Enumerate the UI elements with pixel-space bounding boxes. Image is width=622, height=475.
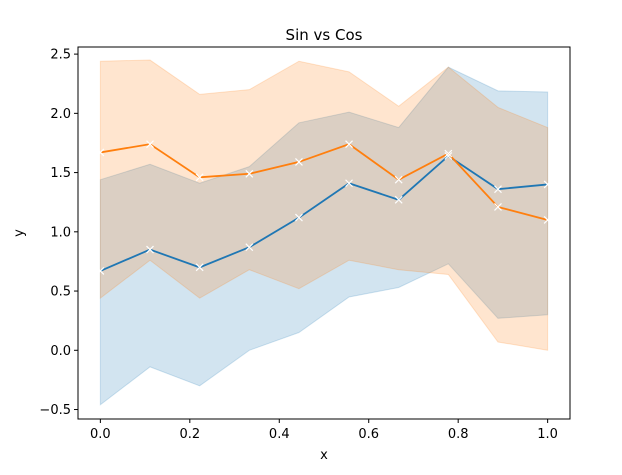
data-point-marker [345, 140, 353, 149]
x-axis-ticks: 0.0 0.2 0.4 0.6 0.8 1.0 [90, 419, 558, 442]
data-point-marker [543, 216, 552, 224]
y-tick-label: 2.5 [50, 48, 71, 63]
data-point-marker [444, 149, 453, 158]
data-point-marker [543, 180, 552, 189]
data-point-marker [195, 173, 204, 182]
y-axis-title: y [12, 229, 27, 237]
axes-frame [77, 46, 571, 420]
series-lines [100, 143, 548, 272]
y-tick-label: 1.5 [50, 166, 71, 181]
chart-title: Sin vs Cos [286, 26, 363, 44]
data-point-marker [444, 152, 453, 160]
data-point-marker [295, 213, 303, 222]
series-line-1 [100, 143, 548, 221]
data-point-marker [494, 203, 502, 211]
data-point-marker [494, 185, 502, 194]
x-tick-label: 1.0 [537, 427, 558, 442]
y-tick-label: 1.0 [50, 225, 71, 240]
y-tick-label: 0.0 [50, 344, 71, 359]
data-point-marker [195, 263, 204, 272]
data-point-marker [146, 245, 154, 254]
x-tick-label: 0.2 [179, 427, 200, 442]
x-tick-label: 0.6 [358, 427, 379, 442]
x-tick-label: 0.8 [448, 427, 469, 442]
data-point-marker [96, 266, 105, 275]
x-axis-title: x [320, 448, 328, 463]
data-point-marker [245, 243, 254, 252]
y-axis-ticks: −0.5 0.0 0.5 1.0 1.5 2.0 2.5 [39, 48, 78, 418]
data-point-marker [394, 195, 403, 204]
series-markers [96, 140, 552, 275]
y-tick-label: 0.5 [50, 285, 71, 300]
x-tick-label: 0.0 [90, 427, 111, 442]
data-point-marker [96, 148, 105, 157]
confidence-band-1 [99, 59, 549, 351]
data-point-marker [146, 140, 154, 149]
x-tick-label: 0.4 [269, 427, 290, 442]
data-point-marker [345, 179, 353, 188]
data-point-marker [394, 175, 403, 184]
data-point-marker [245, 169, 254, 178]
series-line-0 [100, 154, 548, 272]
confidence-bands [99, 59, 549, 406]
data-point-marker [295, 157, 303, 166]
y-tick-label: −0.5 [39, 403, 71, 418]
y-tick-label: 2.0 [50, 107, 71, 122]
confidence-band-0 [99, 66, 549, 406]
